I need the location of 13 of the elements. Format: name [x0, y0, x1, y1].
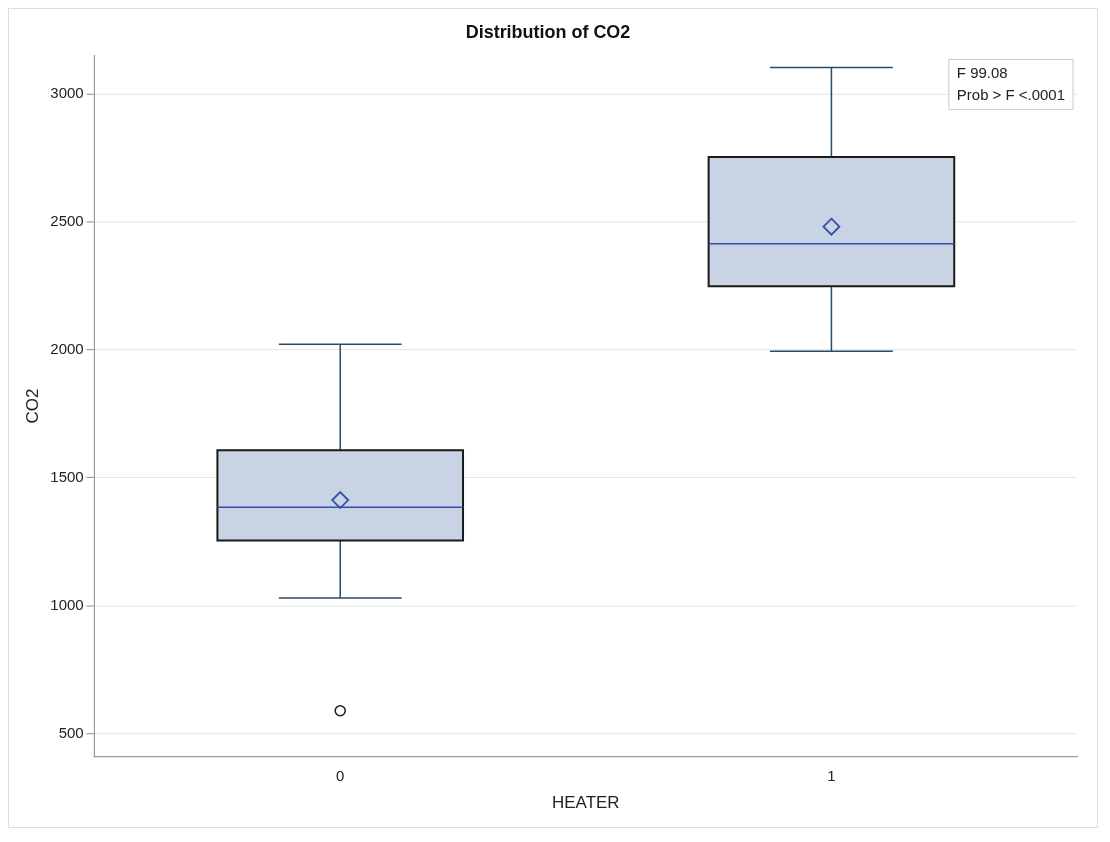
y-tick-label: 1500 [50, 467, 84, 485]
annotation: F 99.08 [956, 63, 1008, 81]
chart-title: Distribution of CO2 [465, 21, 631, 42]
x-axis-title: HEATER [552, 792, 620, 812]
y-axis-title: CO2 [22, 388, 42, 424]
x-tick-label: 1 [827, 766, 836, 784]
y-tick-label: 1000 [50, 595, 84, 613]
annotation: Prob > F <.0001 [956, 85, 1065, 103]
y-tick-label: 2000 [50, 339, 84, 357]
y-tick-label: 2500 [50, 211, 84, 229]
y-tick-label: 3000 [50, 84, 84, 102]
x-tick-label: 0 [336, 766, 345, 784]
y-tick-label: 500 [58, 723, 84, 741]
